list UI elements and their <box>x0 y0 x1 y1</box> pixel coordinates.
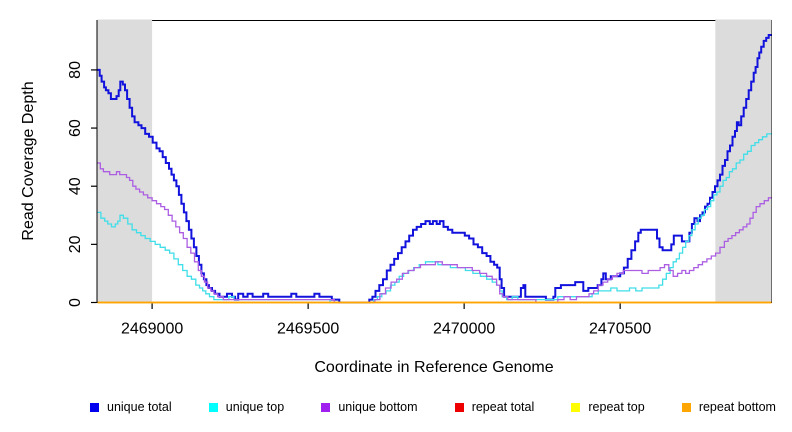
legend-label-unique-total: unique total <box>107 399 172 414</box>
legend-label-repeat-top: repeat top <box>588 399 645 414</box>
legend-item-repeat-bottom: repeat bottom <box>681 399 776 414</box>
x-tick-label: 2470000 <box>433 321 495 338</box>
x-tick-label: 2469000 <box>121 321 183 338</box>
chart-legend: unique total unique top unique bottom re… <box>90 399 776 415</box>
legend-item-unique-top: unique top <box>208 399 285 414</box>
legend-swatch-unique-bottom <box>321 402 331 412</box>
legend-item-repeat-top: repeat top <box>571 399 645 414</box>
y-tick-label: 20 <box>67 235 84 253</box>
plot-box <box>97 20 772 303</box>
legend-swatch-unique-top <box>208 402 218 412</box>
legend-swatch-repeat-top <box>571 402 581 412</box>
legend-label-unique-bottom: unique bottom <box>338 399 418 414</box>
series-line-unique-top <box>97 133 772 304</box>
y-axis-title: Read Coverage Depth <box>20 81 37 240</box>
series-line-unique-bottom <box>97 162 772 304</box>
legend-swatch-repeat-bottom <box>681 402 691 412</box>
legend-label-repeat-bottom: repeat bottom <box>698 399 776 414</box>
x-tick-label: 2470500 <box>589 321 651 338</box>
shaded-region <box>97 19 153 303</box>
series-line-unique-total <box>97 34 772 304</box>
y-tick-label: 80 <box>67 61 84 79</box>
legend-swatch-unique-total <box>90 402 99 412</box>
legend-swatch-repeat-total <box>454 402 464 412</box>
legend-label-repeat-total: repeat total <box>471 399 535 414</box>
x-axis-title: Coordinate in Reference Genome <box>314 359 553 376</box>
y-tick-label: 0 <box>67 298 84 307</box>
legend-item-unique-total: unique total <box>90 401 172 414</box>
plot-dynamic-layer: 2469000 2469500 2470000 2470500 0 20 40 60 80 <box>67 19 772 338</box>
x-tick-label: 2469500 <box>277 321 339 338</box>
shaded-region <box>715 19 772 303</box>
y-tick-label: 40 <box>67 177 84 195</box>
legend-item-unique-bottom: unique bottom <box>321 399 418 414</box>
y-tick-label: 60 <box>67 119 84 137</box>
legend-item-repeat-total: repeat total <box>454 399 535 414</box>
legend-label-unique-top: unique top <box>225 399 285 414</box>
